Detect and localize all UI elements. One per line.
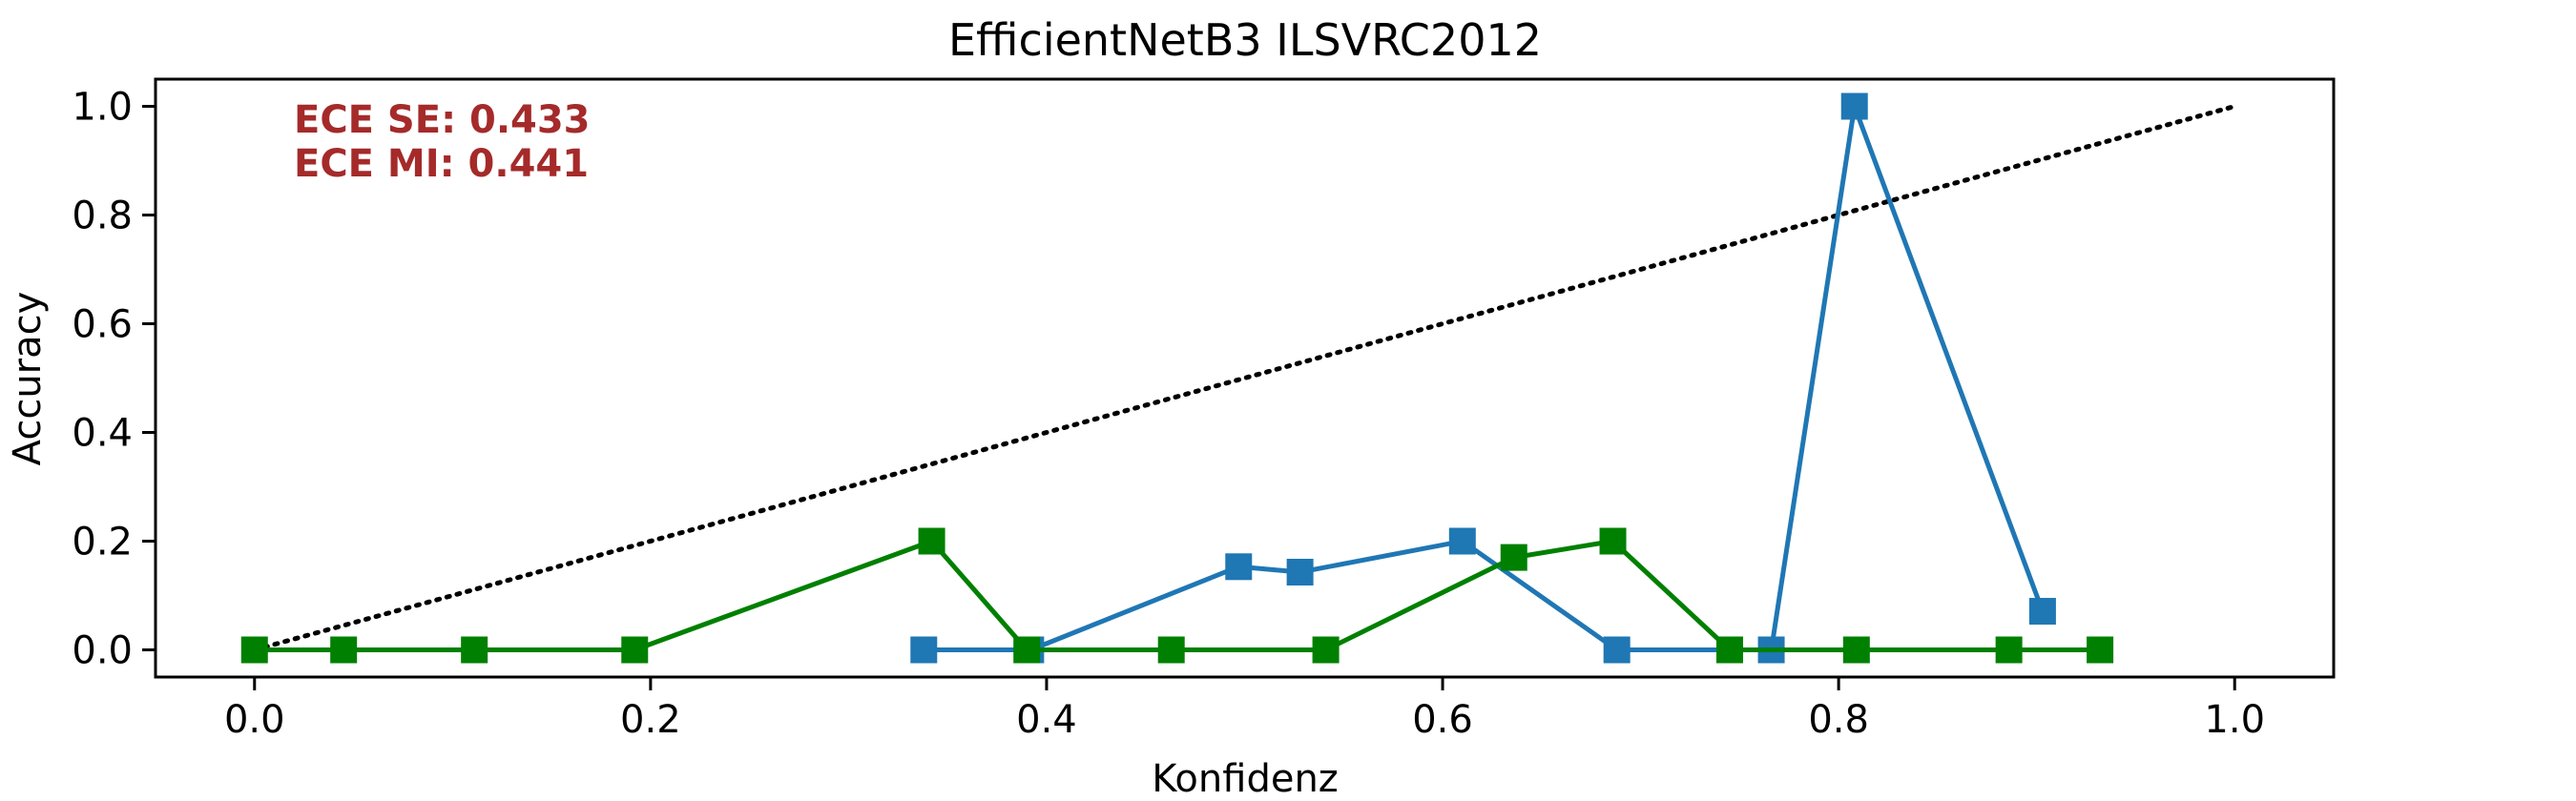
series-0-point [1225, 553, 1253, 581]
y-tick-label: 0.2 [72, 521, 133, 565]
y-tick-label: 0.8 [72, 195, 133, 238]
x-tick-label: 0.2 [620, 698, 681, 742]
x-tick-label: 1.0 [2204, 698, 2265, 742]
x-tick-label: 0.6 [1412, 698, 1473, 742]
series-1-point [1312, 636, 1340, 664]
y-tick-label: 0.0 [72, 629, 133, 673]
x-tick-label: 0.0 [224, 698, 285, 742]
y-tick-label: 0.6 [72, 303, 133, 347]
series-1-point [1715, 636, 1743, 664]
series-1-point [461, 636, 488, 664]
series-1-point [240, 636, 268, 664]
series-1-point [1599, 527, 1627, 555]
series-1-point [330, 636, 358, 664]
series-0-point [1840, 92, 1868, 120]
series-1-point [1013, 636, 1041, 664]
y-tick-label: 0.4 [72, 412, 133, 456]
series-1-point [2087, 636, 2114, 664]
series-0-point [910, 636, 938, 664]
series-1-point [1995, 636, 2023, 664]
series-0-line [924, 104, 2046, 652]
series-1-point [1157, 636, 1185, 664]
x-axis-label: Konfidenz [1152, 757, 1339, 801]
plot-frame [154, 77, 2336, 679]
series-1-point [621, 636, 649, 664]
series-1-line [254, 539, 2101, 652]
series-0-point [1448, 527, 1476, 555]
ece-mi-annotation: ECE MI: 0.441 [294, 142, 589, 186]
y-tick-label: 1.0 [72, 86, 133, 130]
perfect-calibration-line [252, 104, 2237, 652]
ece-se-annotation: ECE SE: 0.433 [294, 98, 591, 142]
series-0-point [2028, 598, 2056, 626]
x-tick-label: 0.4 [1016, 698, 1077, 742]
x-tick-label: 0.8 [1808, 698, 1869, 742]
series-1-point [1500, 544, 1527, 571]
series-0-point [1286, 558, 1314, 585]
series-1-point [1842, 636, 1870, 664]
series-1-point [918, 527, 945, 555]
y-axis-label: Accuracy [6, 292, 50, 466]
series-0-point [1603, 636, 1631, 664]
chart-title: EfficientNetB3 ILSVRC2012 [948, 14, 1542, 66]
